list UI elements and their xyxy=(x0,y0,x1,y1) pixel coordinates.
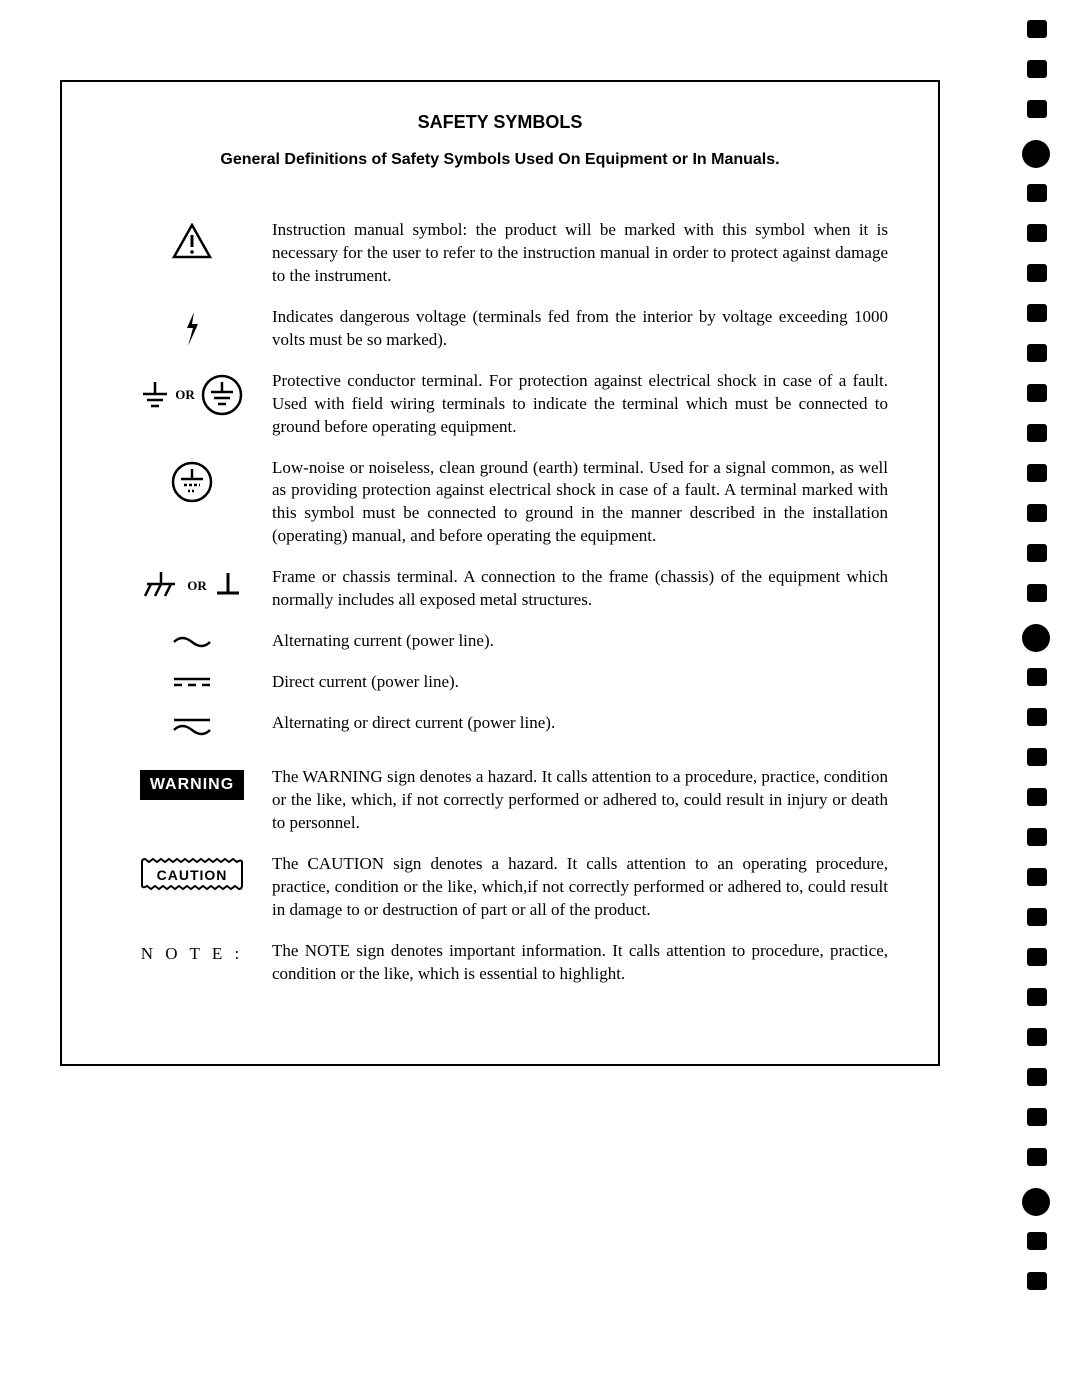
symbol-desc: Frame or chassis terminal. A connection … xyxy=(272,566,888,612)
binding-hole xyxy=(1022,140,1050,168)
binding-hole xyxy=(1027,868,1047,886)
binding-hole xyxy=(1027,908,1047,926)
ac-dc-icon xyxy=(112,712,272,736)
note-sign-icon: N O T E : xyxy=(112,940,272,964)
or-label: OR xyxy=(175,387,195,403)
symbol-desc: Protective conductor terminal. For prote… xyxy=(272,370,888,439)
binding-hole xyxy=(1027,464,1047,482)
symbol-desc: The WARNING sign denotes a hazard. It ca… xyxy=(272,766,888,835)
symbol-desc: Indicates dangerous voltage (terminals f… xyxy=(272,306,888,352)
symbol-row: Alternating or direct current (power lin… xyxy=(112,712,888,736)
instruction-manual-icon xyxy=(112,219,272,259)
warning-sign-icon: WARNING xyxy=(112,766,272,800)
binding-hole xyxy=(1022,624,1050,652)
binding-hole xyxy=(1027,20,1047,38)
binding-hole xyxy=(1027,948,1047,966)
caution-text: CAUTION xyxy=(157,867,228,883)
ac-icon xyxy=(112,630,272,650)
page-title: SAFETY SYMBOLS xyxy=(112,112,888,133)
symbol-row: Instruction manual symbol: the product w… xyxy=(112,219,888,288)
symbol-desc: Direct current (power line). xyxy=(272,671,888,694)
warning-label: WARNING xyxy=(140,770,244,800)
binding-hole xyxy=(1027,264,1047,282)
symbol-desc: Alternating or direct current (power lin… xyxy=(272,712,888,735)
symbol-row: Direct current (power line). xyxy=(112,671,888,694)
binding-hole xyxy=(1027,424,1047,442)
symbol-desc: Low-noise or noiseless, clean ground (ea… xyxy=(272,457,888,549)
symbol-row: WARNING The WARNING sign denotes a hazar… xyxy=(112,766,888,835)
binding-hole xyxy=(1027,100,1047,118)
content-box: SAFETY SYMBOLS General Definitions of Sa… xyxy=(60,80,940,1066)
binding-hole xyxy=(1027,304,1047,322)
chassis-terminal-icon: OR xyxy=(112,566,272,602)
symbol-row: N O T E : The NOTE sign denotes importan… xyxy=(112,940,888,986)
symbol-desc: The NOTE sign denotes important informat… xyxy=(272,940,888,986)
binding-hole xyxy=(1022,1188,1050,1216)
or-label: OR xyxy=(187,578,207,594)
binding-hole xyxy=(1027,1108,1047,1126)
binding-hole xyxy=(1027,1232,1047,1250)
protective-conductor-icon: OR xyxy=(112,370,272,416)
binding-hole xyxy=(1027,828,1047,846)
symbol-row: Indicates dangerous voltage (terminals f… xyxy=(112,306,888,352)
binding-hole xyxy=(1027,344,1047,362)
symbol-desc: Instruction manual symbol: the product w… xyxy=(272,219,888,288)
binding-hole xyxy=(1027,668,1047,686)
binding-holes xyxy=(1027,20,1050,1312)
symbol-row: OR Protective conductor terminal. For pr… xyxy=(112,370,888,439)
noiseless-ground-icon xyxy=(112,457,272,503)
binding-hole xyxy=(1027,1148,1047,1166)
symbol-desc: The CAUTION sign denotes a hazard. It ca… xyxy=(272,853,888,922)
binding-hole xyxy=(1027,584,1047,602)
symbol-row: CAUTION The CAUTION sign denotes a hazar… xyxy=(112,853,888,922)
binding-hole xyxy=(1027,544,1047,562)
binding-hole xyxy=(1027,1028,1047,1046)
symbol-row: OR Frame or chassis terminal. A connecti… xyxy=(112,566,888,612)
binding-hole xyxy=(1027,504,1047,522)
symbol-desc: Alternating current (power line). xyxy=(272,630,888,653)
binding-hole xyxy=(1027,788,1047,806)
binding-hole xyxy=(1027,384,1047,402)
note-label: N O T E : xyxy=(141,944,243,964)
binding-hole xyxy=(1027,988,1047,1006)
dc-icon xyxy=(112,671,272,689)
symbol-row: Alternating current (power line). xyxy=(112,630,888,653)
symbol-row: Low-noise or noiseless, clean ground (ea… xyxy=(112,457,888,549)
binding-hole xyxy=(1027,60,1047,78)
binding-hole xyxy=(1027,1272,1047,1290)
caution-sign-icon: CAUTION xyxy=(112,853,272,893)
binding-hole xyxy=(1027,184,1047,202)
binding-hole xyxy=(1027,708,1047,726)
binding-hole xyxy=(1027,224,1047,242)
binding-hole xyxy=(1027,1068,1047,1086)
binding-hole xyxy=(1027,748,1047,766)
dangerous-voltage-icon xyxy=(112,306,272,348)
page-subtitle: General Definitions of Safety Symbols Us… xyxy=(112,151,888,169)
